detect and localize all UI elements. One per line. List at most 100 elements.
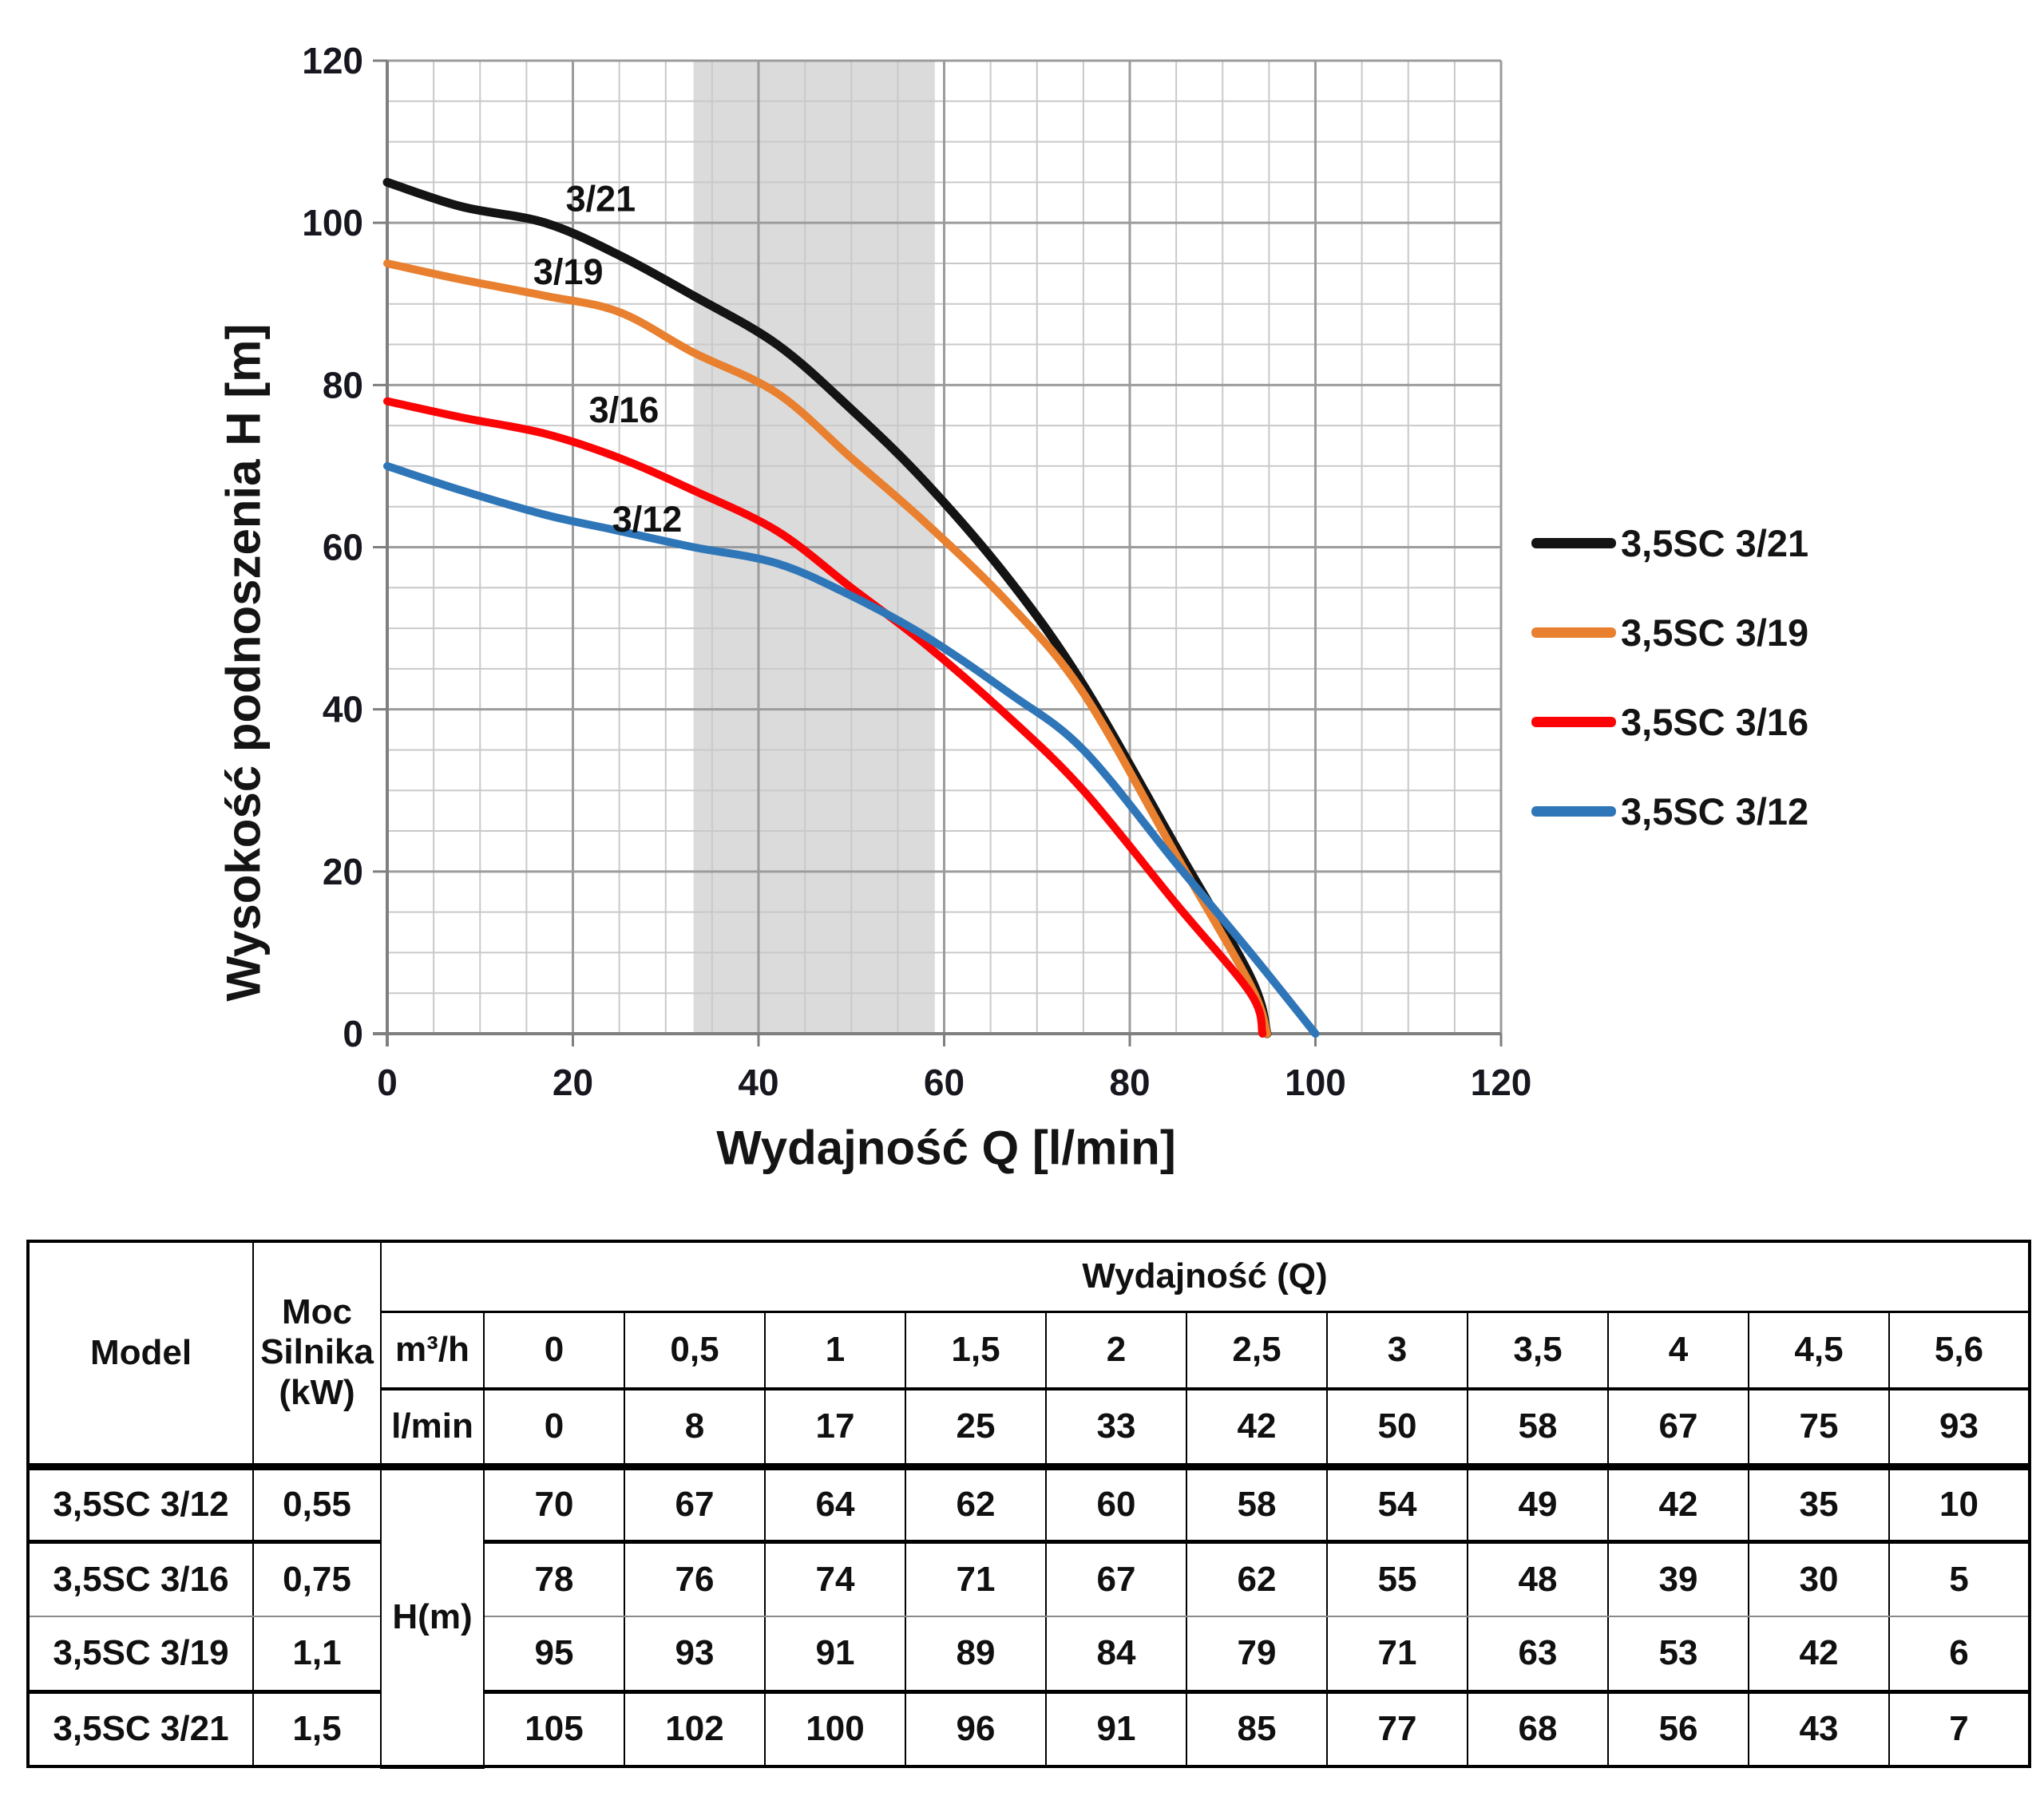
model-header: Model bbox=[27, 1241, 254, 1470]
power-cell: 1,1 bbox=[252, 1616, 382, 1694]
pump-spec-table: Model Moc Silnika (kW) Wydajność (Q) m³/h 0 0… bbox=[26, 1240, 2031, 1769]
table-row: 3,5SC 3/12 0,55 H(m) 70 67 64 62 60 58 54 49 42 35 10 bbox=[27, 1462, 2030, 1769]
h-value-cell: 7 bbox=[1888, 1691, 2030, 1766]
h-value-cell: 6 bbox=[1888, 1616, 2030, 1694]
lmin-value-cell: 50 bbox=[1326, 1389, 1468, 1466]
pump-curves-chart: 0 20 40 60 80 100 120 0 20 40 60 80 100 120 3/21 3/19 3/… bbox=[302, 40, 1532, 1103]
lmin-value-cell: 33 bbox=[1045, 1389, 1187, 1466]
legend-label: 3,5SC 3/19 bbox=[1621, 611, 1809, 654]
model-cell: 3,5SC 3/19 bbox=[27, 1616, 254, 1694]
chart-legend: 3,5SC 3/21 3,5SC 3/19 3,5SC 3/16 3,5SC 3/12 bbox=[1531, 517, 1808, 875]
lmin-value-cell: 93 bbox=[1888, 1389, 2030, 1466]
h-value-cell: 35 bbox=[1748, 1462, 1890, 1544]
y-tick-label: 120 bbox=[302, 40, 363, 81]
y-tick-label: 60 bbox=[323, 527, 363, 568]
m3h-value-cell: 3 bbox=[1326, 1311, 1468, 1391]
h-value-cell: 56 bbox=[1607, 1691, 1749, 1766]
lmin-value-cell: 25 bbox=[905, 1389, 1047, 1466]
curve-3-21 bbox=[382, 177, 1272, 1038]
legend-label: 3,5SC 3/16 bbox=[1621, 700, 1809, 743]
lmin-value-cell: 75 bbox=[1748, 1389, 1890, 1466]
table-row: 3,5SC 3/21 1,5 105 102 100 96 91 85 77 68 56 43 7 bbox=[27, 1691, 2030, 1766]
legend-swatch bbox=[1531, 805, 1616, 817]
x-tick-label: 40 bbox=[738, 1062, 778, 1103]
h-value-cell: 96 bbox=[905, 1691, 1047, 1766]
h-value-cell: 10 bbox=[1888, 1462, 2030, 1544]
m3h-value-cell: 0,5 bbox=[624, 1311, 766, 1391]
x-tick-label: 60 bbox=[924, 1062, 965, 1103]
h-value-cell: 30 bbox=[1748, 1541, 1890, 1617]
flow-group-header: Wydajność (Q) bbox=[380, 1241, 2030, 1313]
table-row: 3,5SC 3/19 1,1 95 93 91 89 84 79 71 63 53 42 6 bbox=[27, 1616, 2030, 1694]
h-value-cell: 102 bbox=[624, 1691, 766, 1766]
h-value-cell: 62 bbox=[905, 1462, 1047, 1544]
h-value-cell: 93 bbox=[624, 1616, 766, 1694]
legend-label: 3,5SC 3/21 bbox=[1621, 521, 1809, 564]
h-value-cell: 85 bbox=[1186, 1691, 1328, 1766]
y-tick-label: 20 bbox=[323, 851, 363, 892]
power-header: Moc Silnika (kW) bbox=[252, 1241, 382, 1470]
lmin-value-cell: 67 bbox=[1607, 1389, 1749, 1466]
h-value-cell: 89 bbox=[905, 1616, 1047, 1694]
m3h-value-cell: 4,5 bbox=[1748, 1311, 1890, 1391]
h-value-cell: 43 bbox=[1748, 1691, 1890, 1766]
h-value-cell: 91 bbox=[1045, 1691, 1187, 1766]
m3h-value-cell: 1 bbox=[764, 1311, 906, 1391]
x-tick-label: 120 bbox=[1471, 1062, 1532, 1103]
m3h-value-cell: 1,5 bbox=[905, 1311, 1047, 1391]
power-cell: 0,55 bbox=[252, 1462, 382, 1544]
h-value-cell: 39 bbox=[1607, 1541, 1749, 1617]
h-value-cell: 70 bbox=[483, 1462, 625, 1544]
legend-item: 3,5SC 3/19 bbox=[1531, 607, 1808, 658]
h-value-cell: 67 bbox=[624, 1462, 766, 1544]
curve-label-3-19: 3/19 bbox=[533, 251, 604, 292]
m3h-value-cell: 2 bbox=[1045, 1311, 1187, 1391]
h-value-cell: 68 bbox=[1467, 1691, 1609, 1766]
x-tick-label: 100 bbox=[1285, 1062, 1346, 1103]
power-cell: 1,5 bbox=[252, 1691, 382, 1766]
legend-label: 3,5SC 3/12 bbox=[1621, 789, 1809, 833]
table-row: l/min 0 8 17 25 33 42 50 58 67 75 93 bbox=[28, 1389, 2030, 1466]
h-value-cell: 42 bbox=[1748, 1616, 1890, 1694]
h-value-cell: 91 bbox=[764, 1616, 906, 1694]
h-value-cell: 71 bbox=[905, 1541, 1047, 1617]
legend-item: 3,5SC 3/21 bbox=[1531, 517, 1808, 568]
model-cell: 3,5SC 3/16 bbox=[27, 1541, 254, 1617]
lmin-value-cell: 58 bbox=[1467, 1389, 1609, 1466]
h-value-cell: 76 bbox=[624, 1541, 766, 1617]
h-value-cell: 55 bbox=[1326, 1541, 1468, 1617]
y-axis-title: Wysokość podnoszenia H [m] bbox=[216, 323, 271, 1002]
legend-swatch bbox=[1531, 537, 1616, 548]
lmin-value-cell: 17 bbox=[764, 1389, 906, 1466]
h-value-cell: 64 bbox=[764, 1462, 906, 1544]
h-value-cell: 49 bbox=[1467, 1462, 1609, 1544]
curve-label-3-16: 3/16 bbox=[589, 390, 660, 430]
model-cell: 3,5SC 3/12 bbox=[27, 1462, 254, 1544]
lmin-value-cell: 8 bbox=[624, 1389, 766, 1466]
h-value-cell: 95 bbox=[483, 1616, 625, 1694]
curve-3-16 bbox=[383, 397, 1267, 1038]
unit-lmin-cell: l/min bbox=[380, 1389, 485, 1466]
curve-3-19 bbox=[383, 259, 1272, 1038]
m3h-value-cell: 5,6 bbox=[1888, 1311, 2030, 1391]
lmin-value-cell: 42 bbox=[1186, 1389, 1328, 1466]
h-value-cell: 78 bbox=[483, 1541, 625, 1617]
legend-swatch bbox=[1531, 627, 1616, 638]
h-value-cell: 54 bbox=[1326, 1462, 1468, 1544]
x-tick-label: 0 bbox=[377, 1062, 398, 1103]
h-value-cell: 53 bbox=[1607, 1616, 1749, 1694]
h-value-cell: 58 bbox=[1186, 1462, 1328, 1544]
x-axis-title: Wydajność Q [l/min] bbox=[716, 1121, 1176, 1175]
legend-swatch bbox=[1531, 716, 1616, 727]
m3h-value-cell: 4 bbox=[1607, 1311, 1749, 1391]
legend-item: 3,5SC 3/12 bbox=[1531, 785, 1808, 837]
y-tick-label: 100 bbox=[302, 202, 363, 243]
lmin-value-cell: 0 bbox=[483, 1389, 625, 1466]
m3h-value-cell: 3,5 bbox=[1467, 1311, 1609, 1391]
h-value-cell: 42 bbox=[1607, 1462, 1749, 1544]
y-tick-label: 80 bbox=[323, 364, 363, 405]
h-value-cell: 100 bbox=[764, 1691, 906, 1766]
h-value-cell: 84 bbox=[1045, 1616, 1187, 1694]
h-value-cell: 71 bbox=[1326, 1616, 1468, 1694]
